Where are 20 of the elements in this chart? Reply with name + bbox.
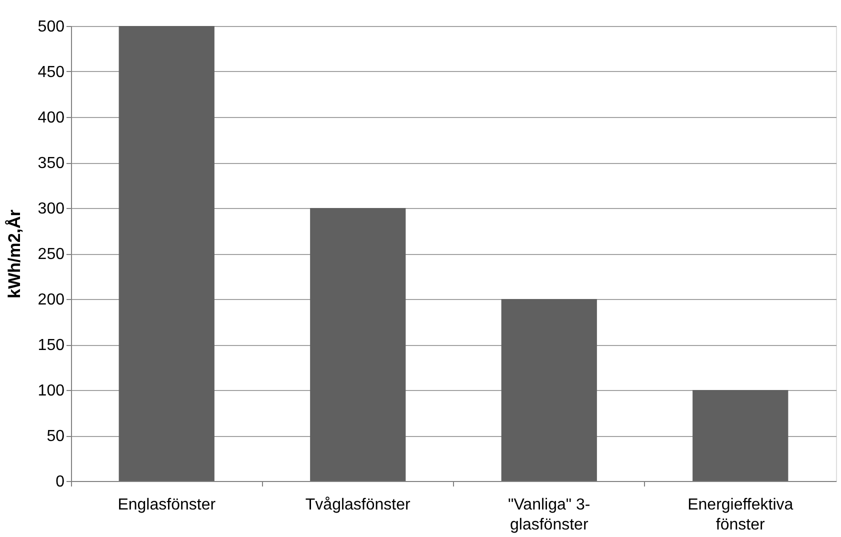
y-tick-label: 100 (38, 382, 65, 400)
y-tick-label: 500 (38, 18, 65, 36)
y-tick-label: 200 (38, 292, 65, 308)
y-tick-label: 450 (38, 64, 65, 81)
bar (310, 208, 406, 481)
x-tick-label: "Vanliga" 3-glasfönster (508, 496, 590, 534)
y-tick-label: 300 (38, 200, 65, 218)
y-tick-label: 400 (38, 110, 65, 126)
bar (692, 390, 788, 481)
bar (501, 299, 597, 481)
y-tick-label: 150 (38, 337, 65, 354)
y-tick-label: 350 (38, 155, 65, 172)
x-tick-label: Englasfönster (118, 496, 216, 514)
y-tick-label: 250 (38, 246, 65, 263)
y-tick-label: 0 (56, 474, 65, 490)
y-tick-label: 50 (46, 428, 65, 445)
x-tick-label: Tvåglasfönster (305, 496, 412, 514)
bar (118, 26, 214, 481)
y-axis-title: kWh/m2,År (4, 209, 24, 298)
x-tick-label: Energieffektiva fönster (688, 496, 794, 534)
